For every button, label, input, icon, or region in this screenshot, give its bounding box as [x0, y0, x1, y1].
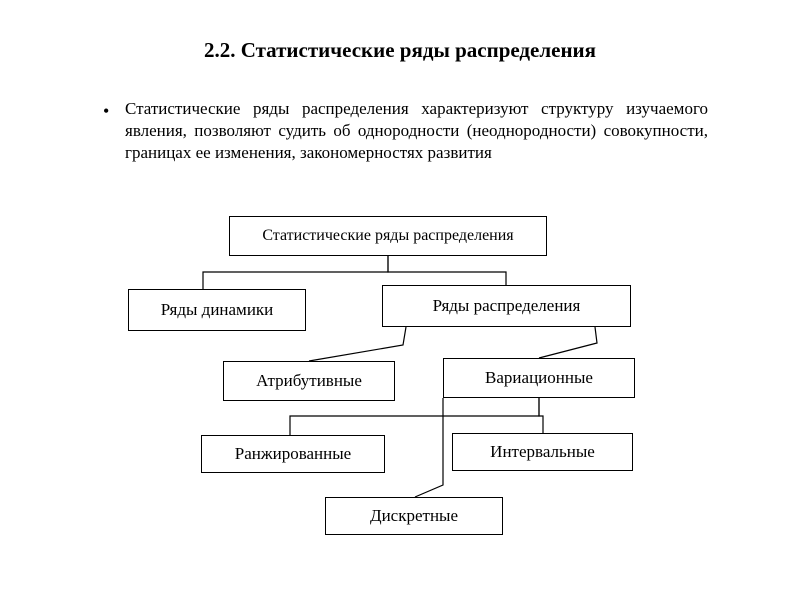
node-dyn: Ряды динамики — [128, 289, 306, 331]
page-title: 2.2. Статистические ряды распределения — [0, 38, 800, 63]
edge-var-rank — [290, 398, 539, 435]
node-disc: Дискретные — [325, 497, 503, 535]
edge-dist-var — [539, 327, 597, 358]
bullet-icon: • — [103, 98, 125, 120]
node-label: Вариационные — [485, 368, 593, 388]
node-rank: Ранжированные — [201, 435, 385, 473]
node-var: Вариационные — [443, 358, 635, 398]
node-dist: Ряды распределения — [382, 285, 631, 327]
node-attr: Атрибутивные — [223, 361, 395, 401]
node-intv: Интервальные — [452, 433, 633, 471]
node-root: Статистические ряды распределения — [229, 216, 547, 256]
node-label: Статистические ряды распределения — [262, 227, 513, 245]
node-label: Дискретные — [370, 506, 458, 526]
page: 2.2. Статистические ряды распределения •… — [0, 0, 800, 600]
node-label: Интервальные — [490, 442, 595, 462]
edge-var-intv — [539, 398, 543, 433]
node-label: Ряды динамики — [161, 300, 274, 320]
edge-dist-attr — [309, 327, 406, 361]
edge-root-dyn — [203, 256, 388, 289]
intro-paragraph-text: Статистические ряды распределения характ… — [125, 98, 708, 163]
edge-var-disc — [415, 398, 443, 497]
intro-paragraph: • Статистические ряды распределения хара… — [103, 98, 708, 163]
edge-root-dist — [388, 256, 506, 285]
node-label: Ряды распределения — [433, 296, 581, 316]
node-label: Атрибутивные — [256, 371, 362, 391]
page-title-text: 2.2. Статистические ряды распределения — [204, 38, 596, 62]
node-label: Ранжированные — [235, 444, 351, 464]
